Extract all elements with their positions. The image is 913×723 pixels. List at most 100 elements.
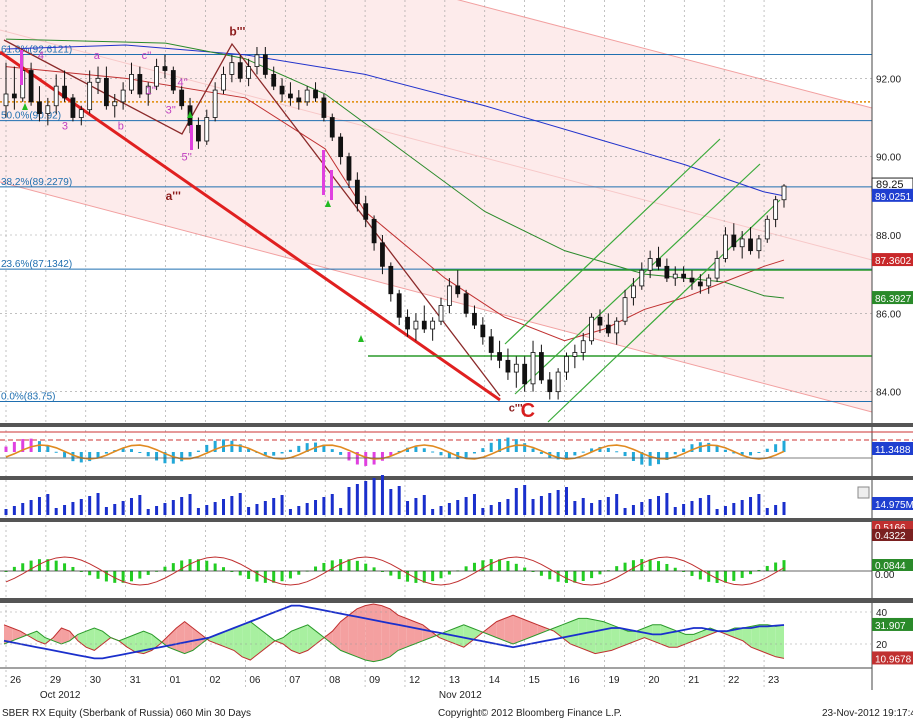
candle-body bbox=[271, 74, 277, 87]
dmi-fill-segment bbox=[102, 631, 111, 644]
price-tick-label: 90.00 bbox=[876, 153, 901, 164]
volume-bar bbox=[765, 508, 769, 515]
candle-body bbox=[622, 297, 628, 322]
volume-bar bbox=[665, 493, 669, 515]
month-label: Oct 2012 bbox=[40, 690, 81, 701]
dmi-fill-segment bbox=[414, 621, 423, 644]
oscillator-bar bbox=[581, 571, 585, 581]
date-tick-label: 06 bbox=[249, 675, 261, 686]
candle-body bbox=[112, 101, 118, 107]
dmi-fill-segment bbox=[422, 624, 431, 641]
volume-bar bbox=[757, 494, 761, 515]
oscillator-bar bbox=[263, 571, 267, 583]
volume-bar bbox=[682, 504, 686, 515]
wave-label: 4'' bbox=[178, 77, 188, 89]
dmi-fill-segment bbox=[258, 628, 267, 654]
volume-bar bbox=[464, 497, 468, 515]
date-tick-label: 15 bbox=[529, 675, 541, 686]
volume-bar bbox=[648, 499, 652, 515]
highlight-bar bbox=[20, 50, 23, 85]
volume-bar bbox=[314, 500, 318, 515]
dmi-fill-segment bbox=[274, 637, 284, 644]
candle-body bbox=[3, 93, 9, 107]
oscillator-bar bbox=[406, 571, 410, 582]
indicator-histogram-bar bbox=[765, 448, 769, 452]
indicator-tag-box bbox=[872, 442, 913, 455]
dmi-fill-segment bbox=[4, 624, 13, 644]
indicator-histogram-bar bbox=[707, 442, 711, 452]
date-tick-label: 22 bbox=[728, 675, 740, 686]
candle-body bbox=[455, 285, 461, 295]
volume-bar bbox=[288, 509, 292, 515]
moving-average-line bbox=[5, 66, 785, 342]
candle-body bbox=[446, 285, 452, 306]
date-tick-label: 01 bbox=[170, 675, 182, 686]
indicator-histogram-bar bbox=[263, 452, 267, 456]
dmi-fill-segment bbox=[398, 615, 407, 651]
candle-body bbox=[28, 70, 34, 103]
indicator-histogram-bar bbox=[37, 441, 41, 452]
oscillator-bar bbox=[648, 559, 652, 571]
oscillator-bar bbox=[322, 562, 326, 571]
oscillator-bar bbox=[63, 563, 67, 571]
volume-bar bbox=[272, 498, 276, 515]
moving-average-line bbox=[5, 44, 785, 197]
indicator-histogram-bar bbox=[21, 439, 25, 452]
dmi-fill-segment bbox=[611, 624, 620, 651]
dmi-fill-segment bbox=[734, 628, 743, 641]
oscillator-bar bbox=[255, 571, 259, 582]
indicator-histogram-bar bbox=[615, 451, 619, 453]
indicator-histogram-bar bbox=[648, 452, 652, 466]
oscillator-bar bbox=[12, 566, 16, 571]
indicator-histogram-bar bbox=[581, 451, 585, 453]
volume-bar bbox=[406, 501, 410, 515]
candle-body bbox=[538, 352, 544, 381]
indicator-histogram-bar bbox=[63, 452, 67, 458]
volume-bar bbox=[280, 495, 284, 515]
oscillator-bar bbox=[54, 560, 58, 571]
candle-body bbox=[723, 234, 728, 259]
dmi-fill-segment bbox=[316, 631, 325, 644]
candle-body bbox=[237, 62, 243, 79]
indicator-histogram-bar bbox=[155, 452, 159, 461]
oscillator-bar bbox=[389, 571, 393, 576]
dmi-fill-segment bbox=[28, 631, 37, 641]
candle-body bbox=[313, 89, 318, 99]
volume-bar bbox=[222, 499, 226, 515]
volume-bar bbox=[213, 502, 217, 515]
volume-bar bbox=[129, 498, 133, 515]
volume-tag-label: 14.975M bbox=[875, 500, 913, 511]
volume-bar bbox=[113, 504, 117, 515]
panel-collapse-icon bbox=[857, 486, 870, 499]
oscillator-bar bbox=[355, 560, 359, 571]
indicator-histogram-bar bbox=[238, 444, 242, 452]
indicator-histogram-bar bbox=[464, 452, 468, 458]
volume-bar bbox=[439, 506, 443, 515]
dmi-fill-segment bbox=[94, 628, 103, 651]
volume-bar bbox=[774, 505, 778, 515]
channel-lower-line bbox=[0, 181, 873, 413]
volume-bar bbox=[489, 505, 493, 515]
dmi-fill-segment bbox=[381, 605, 390, 660]
volume-bar bbox=[54, 508, 58, 515]
volume-bar bbox=[531, 499, 535, 515]
dmi-fill-segment bbox=[406, 618, 415, 648]
dmi-fill-segment bbox=[389, 608, 399, 657]
candle-body bbox=[547, 379, 553, 393]
dmi-fill-segment bbox=[365, 604, 374, 662]
dmi-fill-segment bbox=[513, 615, 522, 644]
candle-body bbox=[396, 293, 402, 318]
dmi-fill-segment bbox=[628, 631, 637, 644]
date-tick-label: 20 bbox=[648, 675, 660, 686]
oscillator-bar bbox=[749, 571, 753, 575]
dmi-fill-segment bbox=[324, 631, 333, 644]
volume-bar bbox=[707, 495, 711, 515]
indicator-histogram-bar bbox=[88, 452, 92, 462]
oscillator-signal-line bbox=[5, 556, 785, 586]
dmi-fill-segment bbox=[299, 624, 308, 654]
indicator-histogram-bar bbox=[380, 452, 384, 461]
lower-tag-box bbox=[872, 651, 913, 665]
candle-body bbox=[748, 238, 753, 252]
volume-bar bbox=[657, 496, 661, 515]
oscillator-bar bbox=[372, 567, 376, 571]
